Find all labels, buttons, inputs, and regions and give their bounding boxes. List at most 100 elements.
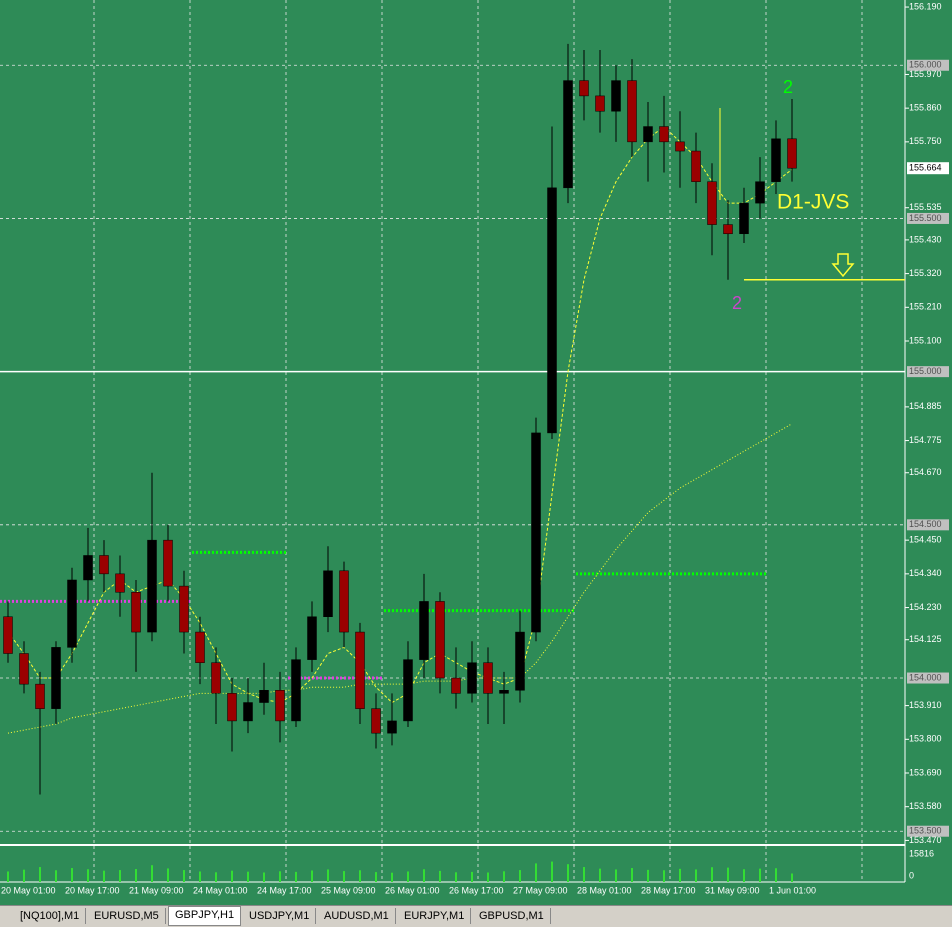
candle-body: [531, 432, 541, 633]
candle-body: [579, 80, 589, 97]
volume-bar: [599, 868, 601, 882]
symbol-tab[interactable]: AUDUSD,M1: [318, 908, 396, 924]
x-tick-label: 25 May 09:00: [321, 885, 376, 895]
level-label: 155.500: [909, 213, 942, 223]
symbol-tab[interactable]: EURJPY,M1: [398, 908, 472, 924]
tab-bar: [NQ100],M1 EURUSD,M5 GBPJPY,H1 USDJPY,M1 AUD…: [0, 905, 952, 927]
volume-bar: [519, 870, 521, 882]
volume-bar: [247, 871, 249, 882]
candle-body: [499, 690, 509, 694]
candle-body: [771, 138, 781, 182]
candle-body: [403, 659, 413, 722]
symbol-tab[interactable]: USDJPY,M1: [243, 908, 317, 924]
volume-bar: [551, 861, 553, 882]
level-label: 154.500: [909, 519, 942, 529]
candle-body: [35, 683, 45, 709]
symbol-tab[interactable]: GBPJPY,H1: [168, 906, 242, 926]
candle-body: [163, 539, 173, 587]
y-tick-label: 154.340: [909, 568, 942, 578]
candle-body: [675, 141, 685, 152]
y-tick-label: 155.860: [909, 103, 942, 113]
volume-bar: [631, 868, 633, 882]
volume-bar: [791, 873, 793, 882]
candle-body: [83, 555, 93, 581]
volume-bar: [455, 872, 457, 882]
y-tick-label: 154.775: [909, 435, 942, 445]
level-label: 154.000: [909, 672, 942, 682]
x-tick-label: 20 May 17:00: [65, 885, 120, 895]
volume-bar: [615, 869, 617, 882]
volume-bar: [535, 863, 537, 882]
candle-body: [259, 690, 269, 703]
candle-body: [755, 181, 765, 204]
volume-bar: [375, 872, 377, 882]
volume-bar: [503, 871, 505, 882]
volume-bar: [759, 868, 761, 882]
candle-body: [435, 601, 445, 679]
candle-body: [611, 80, 621, 112]
candle-body: [147, 539, 157, 633]
candle-body: [19, 653, 29, 685]
candle-body: [179, 585, 189, 633]
volume-tick-label: 15816: [909, 848, 934, 858]
candle-body: [787, 138, 797, 169]
volume-bar: [471, 871, 473, 882]
volume-bar: [55, 870, 57, 882]
candle-body: [659, 126, 669, 143]
y-tick-label: 155.210: [909, 302, 942, 312]
candle-body: [451, 677, 461, 694]
volume-bar: [7, 871, 9, 882]
y-tick-label: 155.750: [909, 136, 942, 146]
arrow-icon: [831, 253, 855, 278]
x-tick-label: 1 Jun 01:00: [769, 885, 816, 895]
volume-bar: [71, 868, 73, 882]
candle-body: [419, 601, 429, 660]
volume-bar: [775, 868, 777, 882]
candle-body: [627, 80, 637, 143]
y-tick-label: 153.690: [909, 767, 942, 777]
candle-body: [515, 631, 525, 691]
y-tick-label: 155.100: [909, 335, 942, 345]
candle-body: [195, 631, 205, 663]
y-tick-label: 155.535: [909, 202, 942, 212]
annotation: 2: [732, 293, 742, 313]
symbol-tab[interactable]: [NQ100],M1: [14, 908, 87, 924]
volume-bar: [567, 864, 569, 882]
candle-body: [643, 126, 653, 143]
volume-bar: [23, 869, 25, 882]
candle-body: [67, 579, 77, 648]
x-tick-label: 28 May 17:00: [641, 885, 696, 895]
y-tick-label: 154.125: [909, 634, 942, 644]
y-tick-label: 153.800: [909, 734, 942, 744]
candle-body: [291, 659, 301, 722]
volume-bar: [199, 871, 201, 882]
volume-bar: [679, 868, 681, 882]
y-tick-label: 153.580: [909, 801, 942, 811]
candle-body: [323, 570, 333, 617]
y-tick-label: 153.470: [909, 835, 942, 845]
x-tick-label: 31 May 09:00: [705, 885, 760, 895]
y-tick-label: 156.190: [909, 1, 942, 11]
volume-bar: [295, 871, 297, 882]
x-tick-label: 28 May 01:00: [577, 885, 632, 895]
candle-body: [387, 720, 397, 734]
volume-bar: [663, 870, 665, 882]
x-tick-label: 24 May 17:00: [257, 885, 312, 895]
volume-bar: [311, 870, 313, 882]
volume-bar: [487, 872, 489, 882]
symbol-tab[interactable]: EURUSD,M5: [88, 908, 166, 924]
volume-bar: [135, 869, 137, 882]
volume-bar: [583, 867, 585, 882]
y-tick-label: 154.230: [909, 602, 942, 612]
level-label-box: [907, 519, 949, 531]
volume-bar: [167, 868, 169, 882]
level-label: 156.000: [909, 60, 942, 70]
symbol-tab[interactable]: GBPUSD,M1: [473, 908, 551, 924]
chart: 156.190 155.970 155.860 155.750 155.535 155.4…: [0, 0, 949, 896]
x-tick-label: 20 May 01:00: [1, 885, 56, 895]
volume-bar: [263, 872, 265, 882]
candle-body: [227, 693, 237, 722]
volume-bar: [39, 867, 41, 882]
volume-bar: [343, 871, 345, 882]
volume-bar: [151, 865, 153, 882]
